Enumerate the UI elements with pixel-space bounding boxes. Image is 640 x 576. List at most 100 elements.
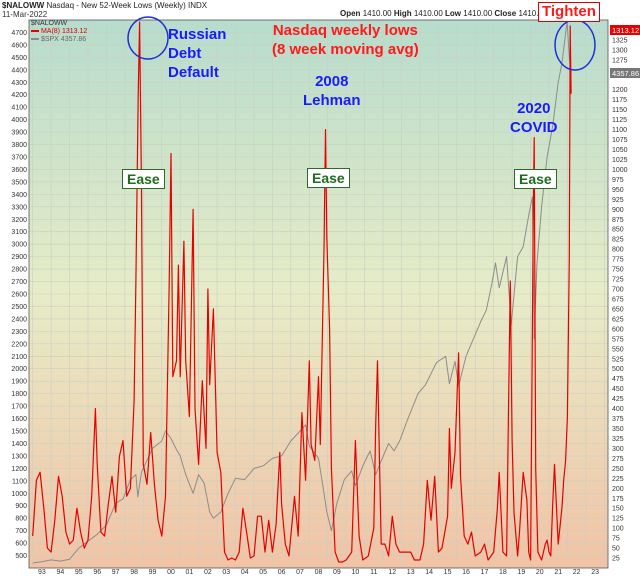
right-tick-label: 575 — [612, 336, 624, 343]
annotation-lehman: 2008 Lehman — [303, 72, 361, 110]
legend-spx-swatch — [31, 38, 39, 41]
right-tick-label: 800 — [612, 247, 624, 254]
x-tick-label: 18 — [499, 569, 507, 576]
spx-badge-text: 4357.86 — [612, 69, 639, 78]
header-title: Nasdaq - New 52-Week Lows (Weekly) — [46, 1, 186, 10]
right-tick-label: 450 — [612, 386, 624, 393]
x-tick-label: 16 — [462, 569, 470, 576]
left-tick-label: 2200 — [11, 341, 27, 348]
right-tick-label: 1025 — [612, 157, 628, 164]
legend-ma-swatch — [31, 30, 39, 33]
x-tick-label: 03 — [222, 569, 230, 576]
right-tick-label: 200 — [612, 486, 624, 493]
right-tick-label: 375 — [612, 416, 624, 423]
left-tick-label: 3400 — [11, 192, 27, 199]
legend-spx-label: $SPX 4357.86 — [40, 36, 87, 43]
russia-circle — [127, 16, 169, 60]
right-tick-label: 500 — [612, 366, 624, 373]
right-tick-label: 750 — [612, 267, 624, 274]
legend-ma-label: MA(8) 1313.12 — [40, 28, 88, 35]
right-tick-label: 400 — [612, 406, 624, 413]
right-tick-label: 100 — [612, 526, 624, 533]
chart-header-title: $NALOWW Nasdaq - New 52-Week Lows (Weekl… — [2, 1, 207, 10]
left-tick-label: 3200 — [11, 217, 27, 224]
spx-badge: 4357.86 — [610, 68, 640, 78]
right-tick-label: 900 — [612, 207, 624, 214]
right-tick-label: 775 — [612, 257, 624, 264]
left-tick-label: 1500 — [11, 429, 27, 436]
left-tick-label: 4100 — [11, 105, 27, 112]
right-tick-label: 675 — [612, 296, 624, 303]
left-tick-label: 4700 — [11, 30, 27, 37]
x-tick-label: 98 — [130, 569, 138, 576]
right-tick-label: 425 — [612, 396, 624, 403]
x-tick-label: 21 — [554, 569, 562, 576]
annotation-lehman-line1: 2008 — [315, 73, 349, 90]
x-tick-label: 95 — [75, 569, 83, 576]
annotation-covid-line2: COVID — [510, 119, 558, 136]
left-tick-label: 1800 — [11, 391, 27, 398]
left-tick-label: 2400 — [11, 316, 27, 323]
right-tick-label: 1000 — [612, 167, 628, 174]
left-tick-label: 4200 — [11, 92, 27, 99]
right-tick-label: 250 — [612, 466, 624, 473]
x-tick-label: 07 — [296, 569, 304, 576]
annotation-russia-line1: Russian — [168, 26, 227, 43]
header-symbol: $NALOWW — [2, 1, 45, 10]
legend-symbol: $NALOWW — [31, 20, 68, 27]
right-tick-label: 1125 — [612, 117, 627, 124]
left-tick-label: 800 — [15, 516, 27, 523]
annotation-covid: 2020 COVID — [510, 99, 558, 137]
right-tick-label: 1150 — [612, 107, 627, 114]
left-tick-label: 4300 — [11, 80, 27, 87]
chart-annotation-title: Nasdaq weekly lows (8 week moving avg) — [272, 21, 419, 59]
left-tick-label: 4600 — [11, 42, 27, 49]
right-tick-label: 850 — [612, 227, 624, 234]
left-tick-label: 2500 — [11, 304, 27, 311]
right-tick-label: 50 — [612, 546, 620, 553]
right-tick-label: 275 — [612, 456, 624, 463]
right-tick-label: 1300 — [612, 47, 628, 54]
left-axis-ticks: 500 600 700 800 900 1000 1100 1200 1300 1400 1500 1… — [11, 30, 27, 560]
left-tick-label: 700 — [15, 528, 27, 535]
left-tick-label: 3800 — [11, 142, 27, 149]
ease-label-2020: Ease — [514, 169, 557, 189]
x-tick-label: 01 — [186, 569, 194, 576]
x-tick-label: 12 — [388, 569, 396, 576]
left-tick-label: 2000 — [11, 366, 27, 373]
legend-ma: MA(8) 1313.12 — [31, 28, 87, 35]
x-tick-label: 97 — [112, 569, 120, 576]
left-tick-label: 3500 — [11, 179, 27, 186]
left-tick-label: 2600 — [11, 292, 27, 299]
right-tick-label: 350 — [612, 426, 624, 433]
legend-spx: $SPX 4357.86 — [31, 36, 86, 43]
x-tick-label: 08 — [315, 569, 323, 576]
right-tick-label: 1200 — [612, 87, 628, 94]
left-tick-label: 1600 — [11, 416, 27, 423]
right-tick-label: 475 — [612, 376, 624, 383]
left-tick-label: 4400 — [11, 67, 27, 74]
left-tick-label: 2800 — [11, 267, 27, 274]
left-tick-label: 4500 — [11, 55, 27, 62]
left-tick-label: 4000 — [11, 117, 27, 124]
right-tick-label: 625 — [612, 316, 624, 323]
left-tick-label: 3100 — [11, 229, 27, 236]
x-tick-label: 20 — [536, 569, 544, 576]
tighten-label: Tighten — [538, 2, 600, 22]
annotation-title-line2: (8 week moving avg) — [272, 41, 419, 58]
left-tick-label: 2300 — [11, 329, 27, 336]
x-axis-ticks: 93 94 95 96 97 98 99 00 01 02 03 04 05 06 07 08 09 10 11 12… — [38, 569, 599, 576]
x-tick-label: 00 — [167, 569, 175, 576]
left-tick-label: 1400 — [11, 441, 27, 448]
x-tick-label: 17 — [481, 569, 489, 576]
close-value: 1410.00 — [518, 9, 548, 18]
left-tick-label: 600 — [15, 541, 27, 548]
left-tick-label: 1200 — [11, 466, 27, 473]
left-tick-label: 1100 — [12, 478, 27, 485]
left-tick-label: 2700 — [11, 279, 27, 286]
x-tick-label: 96 — [93, 569, 101, 576]
right-tick-label: 325 — [612, 436, 624, 443]
ma-badge-text: 1313.12 — [612, 26, 639, 35]
right-tick-label: 1100 — [612, 127, 627, 134]
